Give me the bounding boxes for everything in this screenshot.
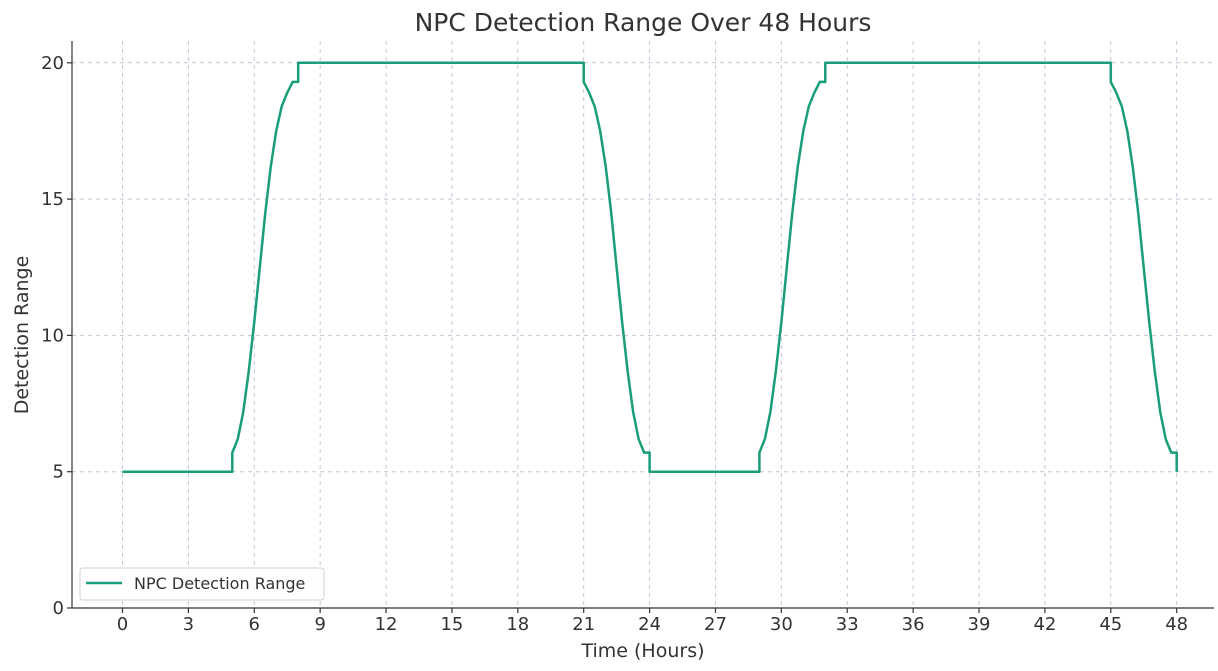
chart-title: NPC Detection Range Over 48 Hours bbox=[415, 8, 872, 37]
x-axis-label: Time (Hours) bbox=[580, 640, 704, 662]
x-tick-label: 18 bbox=[506, 614, 529, 635]
x-tick-label: 36 bbox=[902, 614, 925, 635]
grid-layer bbox=[72, 41, 1214, 609]
x-tick-label: 12 bbox=[375, 614, 398, 635]
legend: NPC Detection Range bbox=[79, 567, 325, 601]
legend-box bbox=[79, 567, 325, 601]
y-axis-label: Detection Range bbox=[11, 256, 33, 415]
x-tick-label: 42 bbox=[1033, 614, 1056, 635]
x-tick-label: 6 bbox=[249, 614, 260, 635]
x-tick-label: 33 bbox=[836, 614, 859, 635]
series-layer bbox=[122, 61, 1178, 473]
y-tick-label: 10 bbox=[41, 325, 64, 346]
x-tick-label: 0 bbox=[117, 614, 128, 635]
y-tick-label: 15 bbox=[41, 189, 64, 210]
x-tick-label: 21 bbox=[572, 614, 595, 635]
x-tick-label: 48 bbox=[1165, 614, 1188, 635]
x-tick-label: 27 bbox=[704, 614, 727, 635]
y-tick-label: 20 bbox=[41, 53, 64, 74]
x-tick-label: 24 bbox=[638, 614, 661, 635]
x-tick-label: 15 bbox=[440, 614, 463, 635]
x-tick-label: 39 bbox=[968, 614, 991, 635]
x-tick-label: 45 bbox=[1099, 614, 1122, 635]
legend-label: NPC Detection Range bbox=[134, 574, 305, 593]
x-tick-label: 3 bbox=[183, 614, 194, 635]
x-tick-label: 9 bbox=[314, 614, 325, 635]
y-tick-label: 5 bbox=[53, 462, 64, 483]
x-tick-label: 30 bbox=[770, 614, 793, 635]
y-tick-label: 0 bbox=[53, 598, 64, 619]
axes-layer bbox=[71, 41, 1214, 609]
series-line bbox=[122, 61, 1178, 473]
